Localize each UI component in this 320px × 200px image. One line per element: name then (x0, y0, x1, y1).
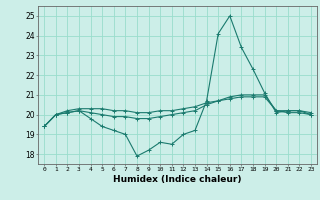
X-axis label: Humidex (Indice chaleur): Humidex (Indice chaleur) (113, 175, 242, 184)
